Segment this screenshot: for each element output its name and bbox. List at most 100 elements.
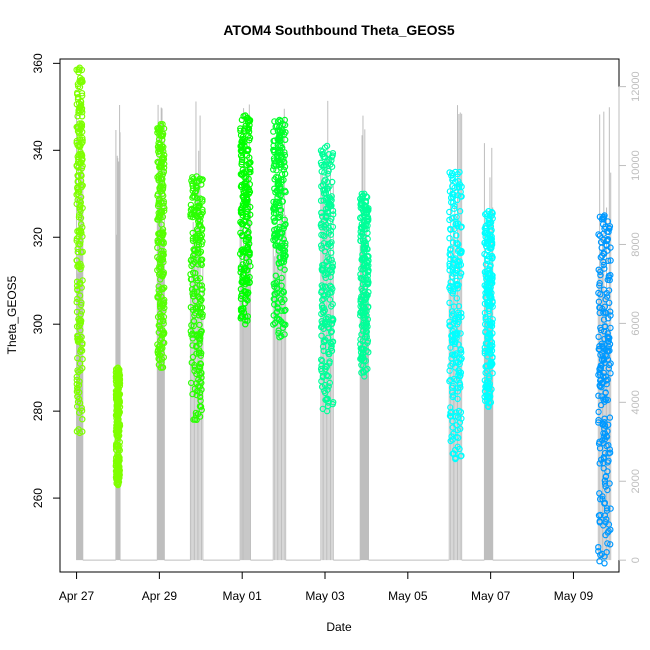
data-point [481,282,488,289]
data-point [596,518,603,525]
data-point [239,200,247,207]
data-point [192,297,199,305]
data-point [281,121,289,129]
data-point [601,328,608,335]
data-point [192,343,200,350]
data-point [454,388,462,395]
data-point [277,296,285,303]
data-point [357,271,364,278]
data-point [243,274,251,281]
data-point [453,422,460,429]
data-point [325,167,332,175]
data-point [77,202,84,210]
data-point [189,342,196,349]
data-point [328,266,335,273]
data-point [155,290,163,297]
data-point [454,443,461,450]
data-point [274,305,282,312]
data-point [276,223,283,231]
data-point [604,218,612,225]
data-point [600,261,607,269]
data-point [156,184,163,192]
data-point [595,392,602,399]
data-point [238,156,246,163]
data-point [196,330,204,337]
data-point [276,199,283,207]
data-point [455,309,462,316]
data-point [329,316,336,324]
data-point [487,302,495,309]
data-point [280,222,287,230]
data-point [358,223,366,231]
data-point [158,286,165,293]
data-point [270,128,277,135]
data-point [198,386,205,393]
data-point [78,77,86,85]
data-point [193,241,201,248]
data-point [238,290,246,297]
data-point [602,396,610,404]
data-point [325,240,332,248]
data-point [489,215,496,222]
data-point [187,206,195,214]
y-tick-label: 300 [31,314,45,334]
data-point [602,373,610,380]
data-point [193,173,200,180]
flight-series [317,142,337,415]
data-point [318,383,326,391]
data-point [489,370,496,377]
data-point [364,292,371,299]
data-point [240,309,248,316]
data-point [322,337,329,344]
data-point [361,373,368,380]
data-point [273,278,281,285]
data-point [446,412,454,420]
data-point [73,278,81,285]
data-point [328,239,335,246]
data-point [247,166,254,173]
data-point [607,360,614,367]
data-point [597,326,605,334]
data-point [457,330,464,337]
data-point [596,309,603,317]
data-point [320,266,327,273]
data-point [601,415,608,422]
data-point [602,531,609,539]
data-point [155,136,163,143]
data-point [238,116,246,124]
data-point [77,260,84,268]
data-point [76,135,84,142]
data-point [190,416,197,423]
data-point [271,157,278,164]
data-point [363,331,370,338]
data-point [247,262,254,270]
data-point [239,277,246,284]
data-point [455,246,462,254]
data-point [458,355,465,362]
x-tick-label: Apr 29 [142,589,178,603]
data-point [276,334,283,341]
data-point [74,113,81,120]
data-point [595,298,603,305]
data-point [487,362,494,370]
data-point [113,428,121,435]
data-point [481,250,488,258]
data-point [606,299,613,306]
data-point [238,208,246,216]
data-point [447,437,454,445]
data-point [158,180,166,187]
data-point [602,483,609,490]
data-point [481,350,488,357]
data-point [157,270,164,277]
data-point [158,208,165,215]
data-point [482,316,489,323]
data-point [358,230,366,238]
data-point [191,367,198,375]
y-tick-label: 320 [31,227,45,247]
data-point [191,207,198,215]
data-point [488,208,496,216]
data-point [597,271,604,279]
data-point [78,165,86,172]
data-point [77,301,85,309]
data-point [362,199,370,206]
